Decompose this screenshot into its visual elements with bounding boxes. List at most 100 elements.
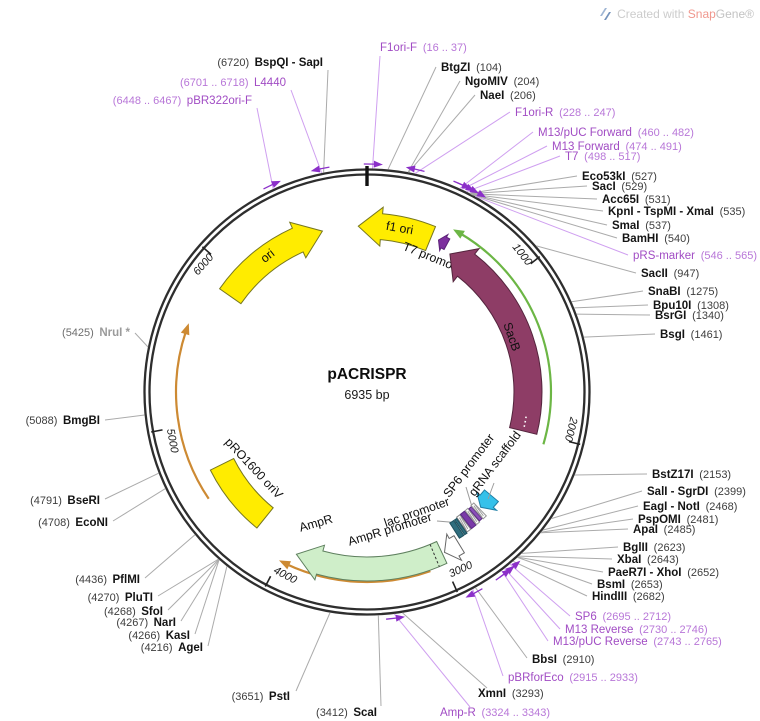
site-pos: (3651): [232, 691, 269, 703]
site-name: SalI - SgrDI: [647, 486, 714, 498]
feature-ampr-promoter: [443, 532, 466, 562]
enzyme-site-label-bmgbi: (5088) BmgBI: [26, 415, 100, 427]
site-name: SfoI: [141, 606, 163, 618]
callout-line-bsrgi: [576, 313, 651, 316]
site-pos: (4436): [75, 574, 112, 586]
enzyme-site-label-pluti: (4270) PluTI: [88, 592, 153, 604]
site-pos: (4268): [104, 606, 141, 618]
site-pos: (2468): [706, 501, 738, 513]
enzyme-site-label-snabi: SnaBI (1275): [648, 286, 718, 298]
primer-arrow-stem: [469, 187, 480, 194]
callout-line-sp6: [509, 563, 571, 617]
site-pos: (947): [674, 268, 700, 280]
callout-line-f1ori-f: [372, 55, 381, 169]
feature-grna-scaffold-leader: [487, 482, 495, 500]
callout-line-eagi-noti: [542, 505, 639, 531]
site-name: ApaI: [633, 524, 664, 536]
callout-line-smai: [471, 193, 608, 226]
callout-line-bmgbi: [104, 414, 145, 421]
site-pos: (5425): [62, 327, 99, 339]
site-pos: (2915 .. 2933): [569, 672, 638, 684]
site-name: NarI: [154, 617, 176, 629]
site-pos: (498 .. 517): [584, 151, 640, 163]
callout-line-sali-sgrdi: [551, 490, 643, 520]
enzyme-site-label-bseri: (4791) BseRI: [30, 495, 100, 507]
feature-f1-ori: [357, 206, 437, 252]
credit-brand-gene: Gene®: [715, 7, 754, 21]
callout-line-l4440: [290, 89, 323, 174]
primer-label-prs-marker: pRS-marker (546 .. 565): [633, 250, 757, 262]
callout-line-sfoi: [167, 559, 220, 611]
enzyme-site-label-bsgi: BsgI (1461): [660, 329, 722, 341]
feature-transcript-arc-left: [174, 331, 210, 500]
site-name: SP6: [575, 611, 603, 623]
site-name: BspQI - SapI: [255, 57, 323, 69]
primer-label-amp-r: Amp-R (3324 .. 3343): [440, 707, 550, 719]
site-name: AgeI: [178, 642, 203, 654]
site-name: PspOMI: [638, 514, 687, 526]
callout-line-bamhi: [471, 194, 618, 239]
enzyme-site-label-econi: (4708) EcoNI: [38, 517, 108, 529]
primer-label-f1ori-f: F1ori-F (16 .. 37): [380, 42, 467, 54]
primer-label-m13-reverse: M13 Reverse (2730 .. 2746): [565, 624, 708, 636]
enzyme-site-label-bglii: BglII (2623): [623, 542, 685, 554]
primer-arrow-stem: [386, 617, 397, 620]
scale-tick: [151, 429, 163, 433]
site-pos: (4267): [116, 617, 153, 629]
site-pos: (2695 .. 2712): [603, 611, 672, 623]
site-name: HindIII: [592, 591, 633, 603]
feature-ampr-divider: [429, 544, 440, 567]
enzyme-site-label-scai: (3412) ScaI: [316, 707, 377, 719]
site-name: SacII: [641, 268, 674, 280]
primer-arrow-stem: [318, 166, 330, 170]
enzyme-site-label-btgzi: BtgZI (104): [441, 62, 502, 74]
site-pos: (3324 .. 3343): [482, 707, 551, 719]
site-name: T7: [565, 151, 584, 163]
primer-arrow-stem: [263, 183, 274, 190]
primer-label-m13-puc-forward: M13/pUC Forward (460 .. 482): [538, 127, 694, 139]
site-name: XmnI: [478, 688, 512, 700]
site-name: XbaI: [617, 554, 647, 566]
site-pos: (104): [476, 62, 502, 74]
enzyme-site-label-paer7i-xhoi: PaeR7I - XhoI (2652): [608, 567, 719, 579]
site-name: pBR322ori-F: [187, 95, 252, 107]
feature-sacb-frame-arc: [459, 232, 553, 445]
enzyme-site-label-kasi: (4266) KasI: [128, 630, 190, 642]
enzyme-site-label-bstz17i: BstZ17I (2153): [652, 469, 731, 481]
callout-line-bseri: [104, 472, 159, 500]
callout-line-sacii: [536, 245, 637, 274]
enzyme-site-label-sali-sgrdi: SalI - SgrDI (2399): [647, 486, 746, 498]
site-name: BtgZI: [441, 62, 476, 74]
feature-sacb-dots: [523, 416, 527, 428]
site-pos: (531): [645, 194, 671, 206]
enzyme-site-label-sfoi: (4268) SfoI: [104, 606, 163, 618]
feature-cluster-teal-b: [453, 517, 468, 536]
feature-cluster-purple-b: [468, 505, 483, 522]
site-name: BstZ17I: [652, 469, 699, 481]
feature-transcript-arc-left-arrowhead: [180, 323, 190, 336]
credit-brand-snap: Snap: [687, 7, 716, 21]
callout-line-bpu10i: [574, 304, 649, 309]
callout-line-nrui: [134, 332, 149, 348]
callout-line-naei: [408, 94, 476, 173]
site-pos: (2399): [714, 486, 746, 498]
site-name: BmgBI: [63, 415, 100, 427]
callout-line-paer7i-xhoi: [517, 556, 604, 573]
scale-tick: [264, 575, 272, 587]
callout-line-kasi: [194, 559, 220, 635]
feature-grna-scaffold: [475, 489, 500, 512]
site-name: BsgI: [660, 329, 691, 341]
callout-line-bspqi-sapi: [323, 69, 329, 173]
enzyme-site-label-bspqi-sapi: (6720) BspQI - SapI: [217, 57, 323, 69]
enzyme-site-label-kpni-tspmi-xmai: KpnI - TspMI - XmaI (535): [608, 206, 745, 218]
site-name: PstI: [269, 691, 290, 703]
primer-arrow: [465, 590, 476, 598]
scale-tick: [568, 440, 581, 446]
primer-arrow: [476, 189, 487, 198]
enzyme-site-label-eco53ki: Eco53kI (527): [582, 171, 657, 183]
primer-arrow-stem: [495, 573, 505, 581]
site-name: M13/pUC Reverse: [553, 636, 653, 648]
site-pos: (6720): [217, 57, 254, 69]
enzyme-site-label-ngomiv: NgoMIV (204): [465, 76, 539, 88]
